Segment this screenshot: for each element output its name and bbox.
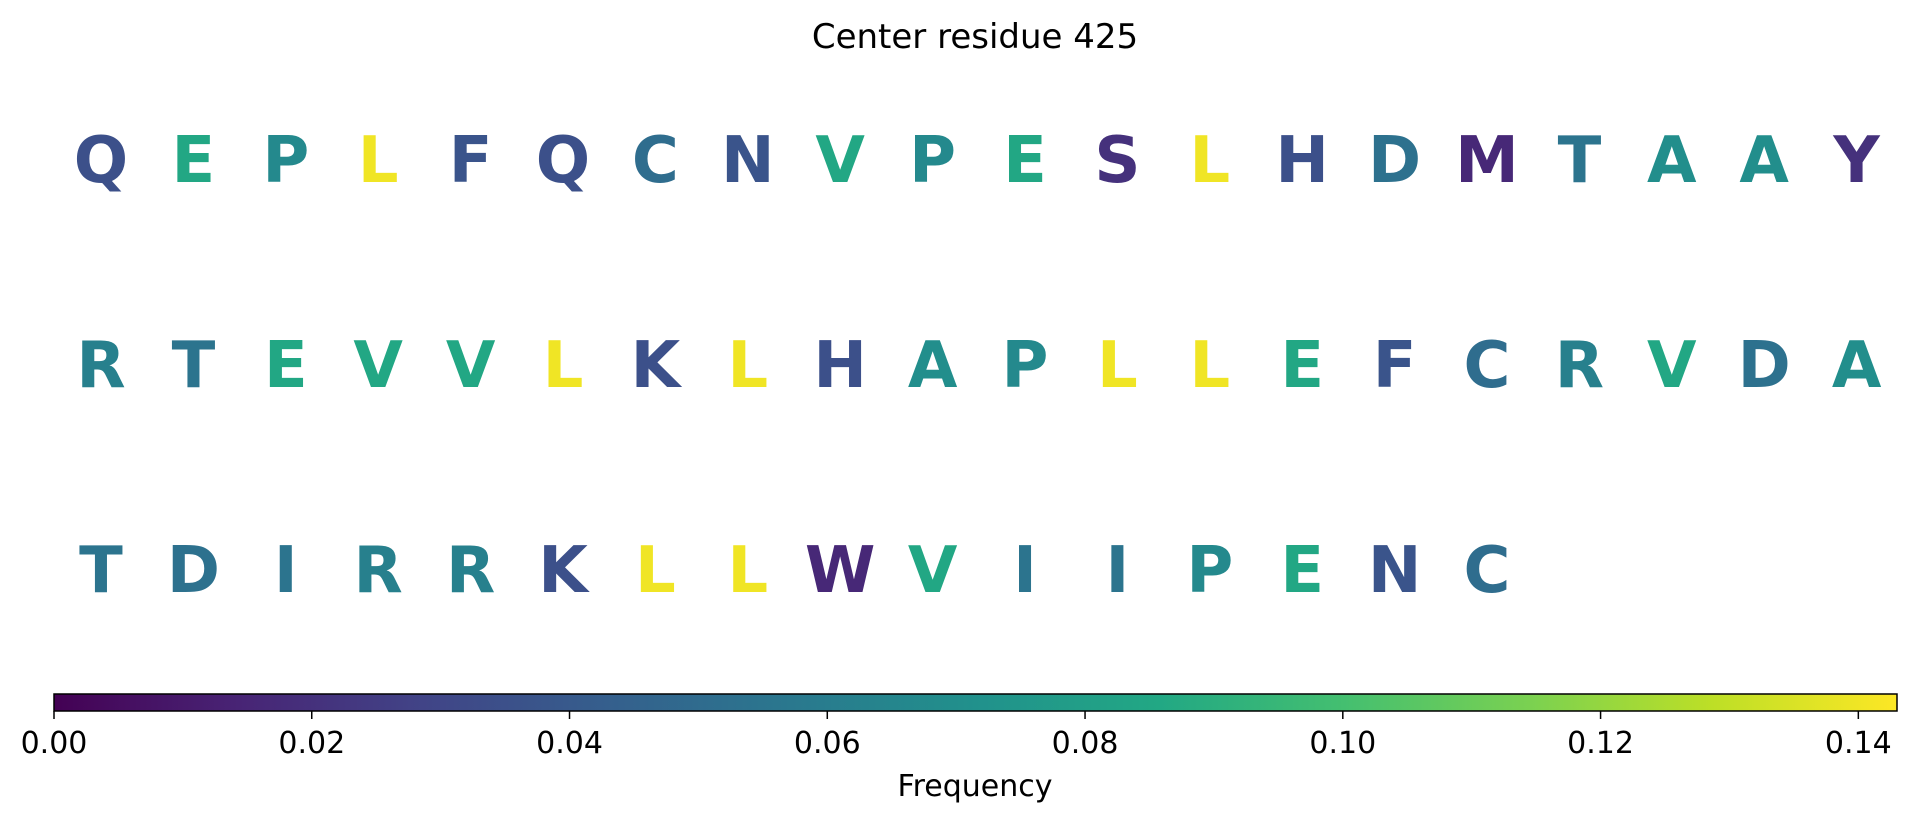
- colorbar-tick-label: 0.10: [1309, 726, 1376, 761]
- colorbar-ticks: 0.00 0.02 0.04 0.06 0.08 0.10 0.12 0.14: [21, 711, 1892, 761]
- residue-letter: L: [543, 329, 584, 403]
- colorbar-tick-label: 0.12: [1567, 726, 1634, 761]
- residue-letter: P: [262, 124, 309, 198]
- residue-letter: E: [264, 329, 308, 403]
- residue-letter: K: [538, 534, 590, 608]
- residue-letter: T: [79, 534, 123, 608]
- colorbar-tick-label: 0.06: [794, 726, 861, 761]
- residue-letter: Y: [1832, 124, 1880, 198]
- residue-letter: E: [1003, 124, 1047, 198]
- residue-letter: E: [1280, 534, 1324, 608]
- colorbar-tick-label: 0.04: [536, 726, 603, 761]
- residue-letter: Q: [74, 124, 128, 198]
- residue-letter: R: [76, 329, 125, 403]
- residue-letter: H: [813, 329, 867, 403]
- chart-title: Center residue 425: [812, 17, 1138, 57]
- colorbar-tick-label: 0.08: [1052, 726, 1119, 761]
- colorbar-tick-label: 0.14: [1825, 726, 1892, 761]
- colorbar-tick-label: 0.00: [21, 726, 88, 761]
- residue-letter: K: [631, 329, 683, 403]
- residue-letter: C: [632, 124, 679, 198]
- residue-letter: V: [353, 329, 403, 403]
- residue-letter: P: [909, 124, 956, 198]
- residue-letter: R: [354, 534, 403, 608]
- residue-letter: L: [358, 124, 399, 198]
- residue-letter: P: [1186, 534, 1233, 608]
- residue-letter: L: [1097, 329, 1138, 403]
- residue-letter: L: [727, 534, 768, 608]
- residue-letter: H: [1275, 124, 1329, 198]
- residue-letter: R: [1555, 329, 1604, 403]
- residue-letter: W: [805, 534, 876, 608]
- residue-letter: A: [908, 329, 958, 403]
- residue-letter: A: [1739, 124, 1789, 198]
- residue-letter: I: [1105, 534, 1129, 608]
- residue-letter: D: [1738, 329, 1791, 403]
- residue-letter: L: [1189, 329, 1230, 403]
- residue-letter: F: [1373, 329, 1417, 403]
- colorbar-label: Frequency: [898, 769, 1053, 804]
- residue-letter: R: [446, 534, 495, 608]
- residue-letter: L: [1189, 124, 1230, 198]
- residue-letter: M: [1455, 124, 1519, 198]
- residue-letter: Q: [536, 124, 590, 198]
- residue-letter: D: [167, 534, 220, 608]
- residue-letter: C: [1464, 534, 1511, 608]
- residue-letter: F: [449, 124, 493, 198]
- residue-letter: I: [1013, 534, 1037, 608]
- residue-letter: L: [727, 329, 768, 403]
- residue-letter: I: [274, 534, 298, 608]
- residue-letter: T: [1558, 124, 1602, 198]
- residue-letters: Q E P L F Q C N V P E S L H D M T A A YR T E V V L K L H A P L L E F C R V D A…: [74, 124, 1882, 608]
- residue-letter: N: [721, 124, 775, 198]
- residue-letter: D: [1368, 124, 1421, 198]
- residue-letter: S: [1094, 124, 1140, 198]
- colorbar-tick-label: 0.02: [278, 726, 345, 761]
- residue-letter: C: [1464, 329, 1511, 403]
- residue-letter: T: [172, 329, 216, 403]
- residue-letter: L: [635, 534, 676, 608]
- residue-letter: A: [1647, 124, 1697, 198]
- colorbar: 0.00 0.02 0.04 0.06 0.08 0.10 0.12 0.14 Frequen…: [21, 693, 1898, 804]
- residue-letter: E: [172, 124, 216, 198]
- residue-letter: N: [1368, 534, 1422, 608]
- residue-letter: V: [908, 534, 958, 608]
- colorbar-gradient: [53, 693, 1898, 712]
- residue-letter: E: [1280, 329, 1324, 403]
- residue-letter: P: [1002, 329, 1049, 403]
- residue-letter: V: [1647, 329, 1697, 403]
- residue-letter: V: [815, 124, 865, 198]
- residue-letter: V: [446, 329, 496, 403]
- residue-letter: A: [1832, 329, 1882, 403]
